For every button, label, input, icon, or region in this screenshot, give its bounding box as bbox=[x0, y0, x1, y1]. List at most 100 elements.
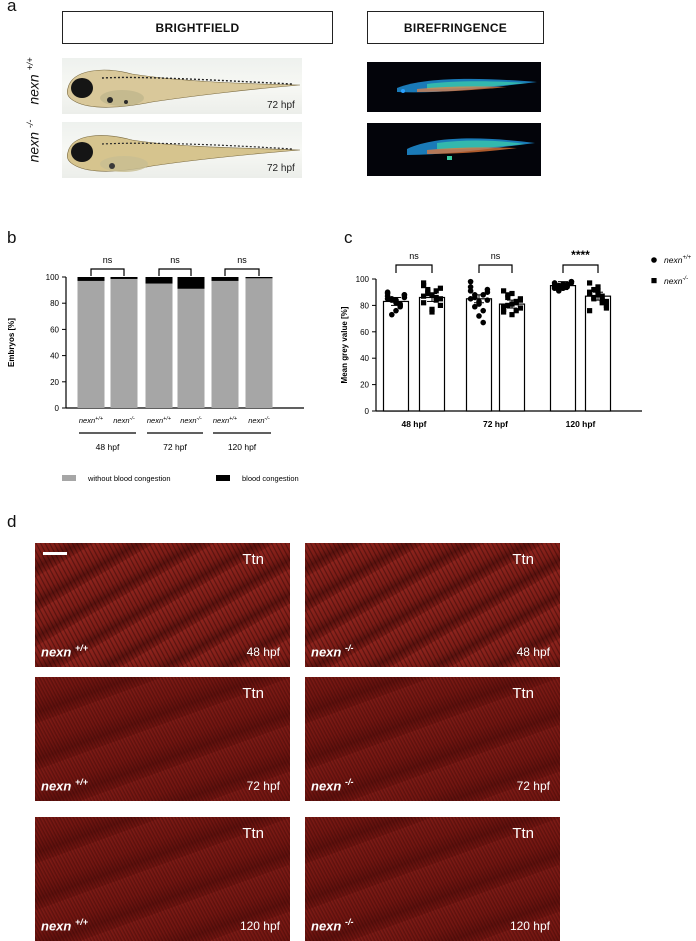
data-point-square bbox=[595, 292, 601, 298]
ttn-image-wt-120: Ttn nexn +/+ 120 hpf bbox=[35, 817, 290, 941]
data-point-square bbox=[587, 308, 593, 314]
category-label: nexn-/- bbox=[180, 416, 202, 425]
bar-blood-congestion bbox=[145, 277, 173, 284]
genotype-label: nexn +/+ bbox=[41, 776, 88, 793]
data-point-circle bbox=[393, 307, 399, 314]
significance-label: ns bbox=[103, 255, 113, 265]
significance-bracket bbox=[478, 264, 513, 273]
x-tick-label: 120 hpf bbox=[566, 419, 596, 429]
brightfield-image-ko bbox=[62, 122, 302, 178]
significance-label: ns bbox=[237, 255, 247, 265]
ttn-image-ko-72: Ttn nexn -/- 72 hpf bbox=[305, 677, 560, 801]
group-label: 48 hpf bbox=[96, 442, 120, 452]
significance-bracket bbox=[90, 268, 125, 276]
birefringence-header: BIREFRINGENCE bbox=[367, 11, 544, 44]
mean-bar bbox=[498, 303, 526, 412]
stain-label: Ttn bbox=[512, 825, 534, 842]
significance-label: ns bbox=[409, 251, 419, 261]
legend-marker-circle bbox=[651, 257, 657, 263]
data-point-square bbox=[595, 288, 601, 294]
bar-blood-congestion bbox=[110, 277, 138, 279]
brightfield-image-wt bbox=[62, 58, 302, 114]
scale-bar bbox=[43, 552, 67, 555]
mean-bar bbox=[382, 300, 410, 412]
data-point-square bbox=[501, 304, 507, 310]
data-point-square bbox=[425, 290, 431, 297]
data-point-circle bbox=[568, 278, 575, 285]
category-label: nexn-/- bbox=[113, 416, 135, 425]
panel-a-letter: a bbox=[7, 0, 17, 15]
y-tick-label: 0 bbox=[365, 407, 370, 416]
data-point-circle bbox=[467, 296, 474, 302]
y-tick-label: 80 bbox=[50, 299, 59, 308]
significance-bracket bbox=[395, 264, 433, 273]
birefringence-muscle-drawing bbox=[397, 78, 537, 93]
data-point-circle bbox=[480, 319, 486, 326]
y-tick-label: 60 bbox=[360, 328, 369, 337]
data-point-square bbox=[437, 296, 443, 302]
time-label: 120 hpf bbox=[509, 919, 550, 933]
x-tick-label: 72 hpf bbox=[483, 419, 508, 429]
legend-label-gray: without blood congestion bbox=[87, 474, 171, 483]
data-point-circle bbox=[467, 288, 474, 294]
data-point-circle bbox=[551, 282, 558, 289]
data-point-square bbox=[505, 294, 511, 301]
data-point-square bbox=[505, 302, 511, 308]
x-tick-label: 48 hpf bbox=[401, 419, 426, 429]
legend-swatch-black bbox=[216, 475, 230, 481]
y-tick-label: 40 bbox=[360, 354, 369, 363]
data-point-square bbox=[599, 300, 605, 306]
data-point-square bbox=[433, 294, 439, 301]
ttn-image-ko-120: Ttn nexn -/- 120 hpf bbox=[305, 817, 560, 941]
panel-b-chart: 0 20 40 60 80 100 Embryos [%] nexn+/+ nexn-/- nex… bbox=[7, 255, 304, 483]
y-tick-label: 20 bbox=[50, 378, 59, 387]
significance-bracket bbox=[224, 268, 260, 276]
bar-blood-congestion bbox=[177, 277, 205, 289]
data-point-circle bbox=[397, 302, 403, 309]
data-point-circle bbox=[560, 281, 566, 288]
ttn-image-ko-48: Ttn nexn -/- 48 hpf bbox=[305, 543, 560, 667]
data-point-circle bbox=[384, 296, 391, 302]
birefringence-muscle-drawing bbox=[407, 138, 535, 160]
data-point-square bbox=[603, 302, 609, 308]
data-point-square bbox=[429, 292, 435, 298]
data-point-square bbox=[501, 306, 507, 312]
data-point-square bbox=[421, 283, 427, 289]
data-point-circle bbox=[484, 297, 491, 303]
legend-swatch-gray bbox=[62, 475, 76, 481]
time-label: 72 hpf bbox=[246, 779, 280, 793]
significance-label: ns bbox=[170, 255, 180, 265]
data-point-square bbox=[603, 305, 609, 311]
panel-b-letter: b bbox=[7, 228, 17, 247]
zebrafish-embryo-drawing bbox=[66, 135, 301, 172]
data-point-circle bbox=[476, 313, 482, 319]
data-point-circle bbox=[484, 289, 491, 295]
data-point-circle bbox=[467, 278, 474, 285]
genotype-label: nexn -/- bbox=[311, 776, 354, 793]
genotype-label: nexn -/- bbox=[311, 642, 354, 659]
data-point-square bbox=[517, 296, 523, 302]
data-point-square bbox=[421, 280, 427, 286]
stain-label: Ttn bbox=[242, 551, 264, 568]
data-point-square bbox=[587, 290, 593, 297]
significance-bracket bbox=[562, 264, 599, 273]
data-point-square bbox=[429, 309, 435, 315]
zebrafish-embryo-drawing bbox=[66, 69, 301, 108]
group-label: 120 hpf bbox=[228, 442, 257, 452]
data-point-square bbox=[501, 288, 507, 294]
mean-bar bbox=[584, 295, 612, 412]
birefringence-image-ko bbox=[367, 123, 541, 176]
data-point-circle bbox=[393, 297, 399, 303]
legend-label-wt: nexn+/+ bbox=[664, 255, 692, 265]
data-point-circle bbox=[476, 301, 482, 307]
data-point-square bbox=[513, 298, 519, 305]
genotype-label: nexn +/+ bbox=[41, 916, 88, 933]
data-point-square bbox=[591, 296, 597, 302]
data-point-circle bbox=[401, 292, 408, 298]
data-point-square bbox=[599, 293, 605, 299]
category-label: nexn+/+ bbox=[147, 416, 172, 425]
stain-label: Ttn bbox=[242, 685, 264, 702]
brightfield-header: BRIGHTFIELD bbox=[62, 11, 333, 44]
legend-label-black: blood congestion bbox=[242, 474, 299, 483]
stain-label: Ttn bbox=[242, 825, 264, 842]
